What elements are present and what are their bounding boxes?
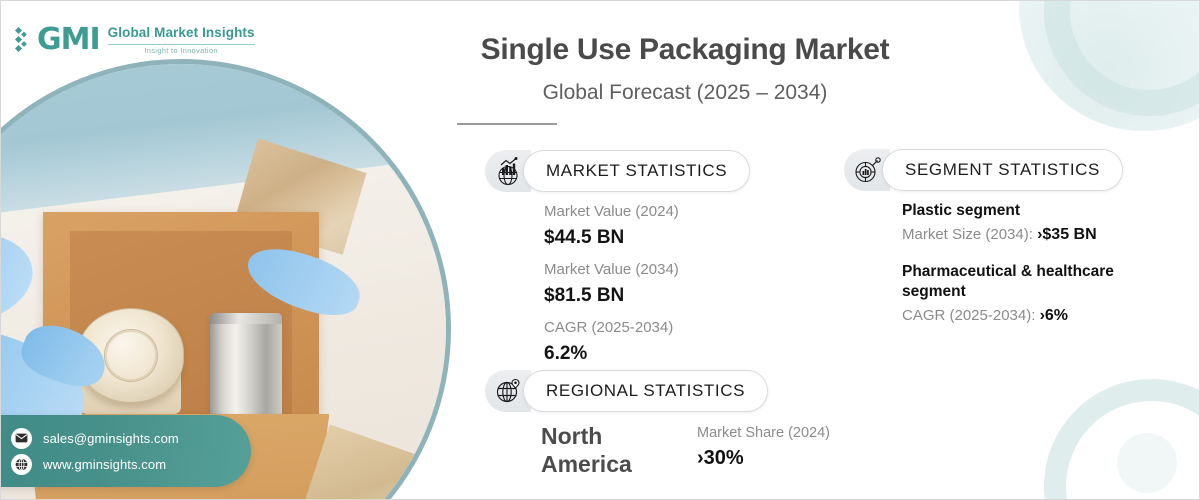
segment-stat-metric-value: ›6% <box>1039 307 1069 325</box>
regional-statistics-body: North America Market Share (2024) ›30% <box>541 423 830 478</box>
envelope-icon <box>11 427 32 449</box>
contact-email-text: sales@gminsights.com <box>43 430 179 446</box>
page-title: Single Use Packaging Market <box>480 33 890 66</box>
market-stat-label: Market Value (2024) <box>544 203 679 220</box>
segment-stat-metric: Market Size (2034): ›$35 BN <box>902 222 1174 248</box>
region-name: North America <box>541 423 632 477</box>
globe-pin-icon <box>485 370 531 412</box>
market-stat-value: $81.5 BN <box>544 284 625 306</box>
logo-tagline: Insight to Innovation <box>144 45 218 55</box>
contact-email-row[interactable]: sales@gminsights.com <box>11 427 251 449</box>
market-statistics-label: MARKET STATISTICS <box>546 161 728 180</box>
logo-wordmark: Global Market Insights Insight to Innova… <box>107 25 255 55</box>
market-stat-item: Market Value (2024) $44.5 BN <box>544 201 679 251</box>
logo-diamond-icon <box>15 25 29 55</box>
market-statistics-pill: MARKET STATISTICS <box>523 150 751 192</box>
market-stat-value: 6.2% <box>544 342 588 364</box>
page-subtitle: Global Forecast (2025 – 2034) <box>542 80 828 104</box>
logo-company-name: Global Market Insights <box>107 25 255 41</box>
market-statistics-body: Market Value (2024) $44.5 BN Market Valu… <box>544 201 679 375</box>
market-stat-label: CAGR (2025-2034) <box>544 319 674 337</box>
segment-stat-metric-label: Market Size (2034): <box>902 225 1038 243</box>
segment-stat-item: Plastic segment Market Size (2034): ›$35… <box>902 201 1174 248</box>
decorative-ring-bottom-right <box>1044 379 1199 499</box>
segment-stat-metric-label: CAGR (2025-2034): <box>902 307 1040 325</box>
brand-logo[interactable]: GMI Global Market Insights Insight to In… <box>15 25 255 55</box>
region-share-label: Market Share (2024) <box>697 425 830 441</box>
globe-icon <box>11 453 32 475</box>
contact-website-text: www.gminsights.com <box>43 456 167 472</box>
region-share-block: Market Share (2024) ›30% <box>697 423 830 472</box>
decorative-dot-bottom-right <box>1117 433 1177 493</box>
contact-website-row[interactable]: www.gminsights.com <box>11 453 251 475</box>
segment-stat-item: Pharmaceutical & healthcare segment CAGR… <box>902 262 1174 329</box>
contact-badge: sales@gminsights.com www.gminsights.com <box>1 415 251 487</box>
logo-divider <box>107 43 255 45</box>
market-statistics-badge: MARKET STATISTICS <box>485 150 751 192</box>
regional-statistics-pill: REGIONAL STATISTICS <box>523 370 769 412</box>
region-share-value: ›30% <box>697 446 744 469</box>
segment-stat-title: Pharmaceutical & healthcare segment <box>902 262 1114 301</box>
market-stat-item: CAGR (2025-2034) 6.2% <box>544 317 679 367</box>
segment-statistics-label: SEGMENT STATISTICS <box>905 160 1100 179</box>
photo-silver-can <box>210 313 282 430</box>
market-stat-value: $44.5 BN <box>544 226 625 248</box>
market-stat-item: Market Value (2034) $81.5 BN <box>544 259 679 309</box>
market-stat-label: Market Value (2034) <box>544 261 679 279</box>
logo-mark-text: GMI <box>37 22 101 57</box>
segment-stat-metric-value: ›$35 BN <box>1037 225 1097 243</box>
title-divider <box>457 122 557 125</box>
regional-statistics-label: REGIONAL STATISTICS <box>546 381 746 400</box>
segment-stat-title: Plastic segment <box>902 202 1021 219</box>
title-block: Single Use Packaging Market Global Forec… <box>457 31 1157 125</box>
segment-stat-metric: CAGR (2025-2034): ›6% <box>902 303 1174 329</box>
regional-statistics-badge: REGIONAL STATISTICS <box>485 370 769 412</box>
segment-statistics-body: Plastic segment Market Size (2034): ›$35… <box>902 201 1174 343</box>
segment-statistics-badge: SEGMENT STATISTICS <box>844 149 1123 191</box>
segment-statistics-pill: SEGMENT STATISTICS <box>882 149 1123 191</box>
